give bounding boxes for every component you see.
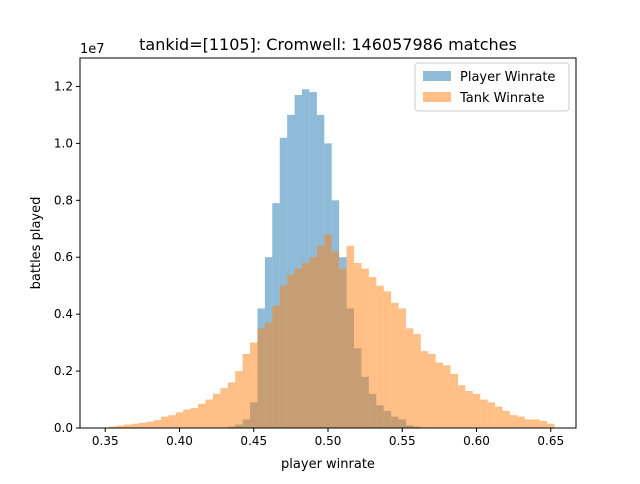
chart-title: tankid=[1105]: Cromwell: 146057986 match… (139, 35, 517, 54)
y-tick-label: 1.2 (54, 79, 73, 93)
bar-player-winrate (294, 95, 303, 428)
legend-box (414, 62, 570, 112)
bar-tank-winrate (532, 419, 540, 428)
bar-tank-winrate (138, 422, 147, 428)
x-tick-label: 0.40 (166, 434, 193, 448)
bar-tank-winrate (339, 268, 347, 428)
bar-player-winrate (287, 114, 295, 429)
x-tick-label: 0.55 (389, 434, 416, 448)
y-tick-label: 0.6 (54, 250, 73, 264)
bar-tank-winrate (472, 393, 481, 428)
legend-swatch-tank-winrate (423, 92, 451, 102)
bar-tank-winrate (235, 371, 243, 428)
legend: Player Winrate Tank Winrate (414, 62, 570, 112)
bar-player-winrate (302, 89, 310, 428)
bar-tank-winrate (316, 245, 325, 428)
bar-tank-winrate (175, 412, 184, 428)
bar-tank-winrate (242, 354, 251, 428)
bar-tank-winrate (272, 305, 280, 428)
bar-tank-winrate (547, 423, 555, 428)
bar-tank-winrate (131, 423, 139, 428)
bar-tank-winrate (517, 416, 525, 428)
bar-tank-winrate (331, 251, 340, 428)
bar-tank-winrate (457, 385, 466, 428)
bar-tank-winrate (309, 257, 317, 428)
x-tick-label: 0.45 (240, 434, 267, 448)
bar-tank-winrate (264, 322, 273, 428)
bar-tank-winrate (509, 415, 518, 428)
bar-tank-winrate (116, 425, 124, 428)
bar-tank-winrate (227, 382, 236, 428)
x-tick-label: 0.60 (463, 434, 490, 448)
bar-tank-winrate (190, 408, 199, 428)
bar-tank-winrate (539, 420, 548, 428)
y-tick-label: 0.0 (54, 421, 73, 435)
bar-tank-winrate (257, 328, 265, 428)
bars-layer (101, 89, 555, 429)
bar-tank-winrate (495, 406, 503, 428)
bar-tank-winrate (383, 291, 392, 428)
bar-tank-winrate (428, 354, 436, 428)
bar-tank-winrate (413, 334, 421, 428)
bar-tank-winrate (465, 391, 473, 428)
bar-tank-winrate (220, 388, 228, 428)
y-axis: 0.0 0.2 0.4 0.6 0.8 1.0 1.2 (54, 79, 80, 435)
bar-tank-winrate (376, 285, 384, 428)
bar-tank-winrate (153, 420, 161, 428)
bar-tank-winrate (212, 393, 221, 428)
bar-tank-winrate (502, 410, 510, 428)
bar-tank-winrate (398, 308, 406, 428)
bar-tank-winrate (287, 274, 295, 428)
legend-label-player-winrate: Player Winrate (460, 70, 555, 85)
bar-tank-winrate (524, 419, 533, 428)
bar-tank-winrate (361, 268, 369, 428)
bar-tank-winrate (198, 403, 206, 428)
bar-tank-winrate (405, 328, 414, 428)
bar-tank-winrate (294, 268, 303, 428)
legend-label-tank-winrate: Tank Winrate (459, 91, 544, 106)
bar-player-winrate (279, 137, 288, 428)
bar-tank-winrate (368, 277, 377, 428)
legend-swatch-player-winrate (423, 71, 451, 81)
y-tick-label: 0.2 (54, 364, 73, 378)
bar-tank-winrate (250, 342, 258, 428)
bar-tank-winrate (346, 245, 354, 428)
y-tick-label: 0.4 (54, 307, 73, 321)
x-tick-label: 0.65 (537, 434, 564, 448)
bar-tank-winrate (443, 365, 451, 428)
bar-tank-winrate (324, 234, 332, 428)
bar-tank-winrate (302, 262, 310, 428)
y-tick-label: 1.0 (54, 136, 73, 150)
bar-tank-winrate (146, 421, 154, 428)
bar-tank-winrate (123, 424, 132, 428)
bar-tank-winrate (435, 362, 444, 428)
bar-tank-winrate (450, 373, 458, 428)
bar-tank-winrate (420, 351, 429, 428)
x-axis: 0.35 0.40 0.45 0.50 0.55 0.60 0.65 (92, 428, 564, 448)
x-tick-label: 0.50 (315, 434, 342, 448)
bar-tank-winrate (168, 415, 176, 428)
bar-tank-winrate (160, 416, 169, 428)
bar-tank-winrate (108, 426, 117, 428)
bar-tank-winrate (353, 262, 362, 428)
y-axis-label: battles played (29, 197, 44, 290)
y-offset-label: 1e7 (80, 42, 105, 57)
bar-tank-winrate (480, 399, 488, 428)
bar-tank-winrate (487, 402, 496, 428)
x-axis-label: player winrate (281, 457, 375, 472)
bar-tank-winrate (279, 285, 288, 428)
y-tick-label: 0.8 (54, 193, 73, 207)
x-tick-label: 0.35 (92, 434, 119, 448)
bar-tank-winrate (391, 302, 399, 428)
bar-tank-winrate (183, 409, 191, 428)
bar-tank-winrate (205, 399, 213, 428)
